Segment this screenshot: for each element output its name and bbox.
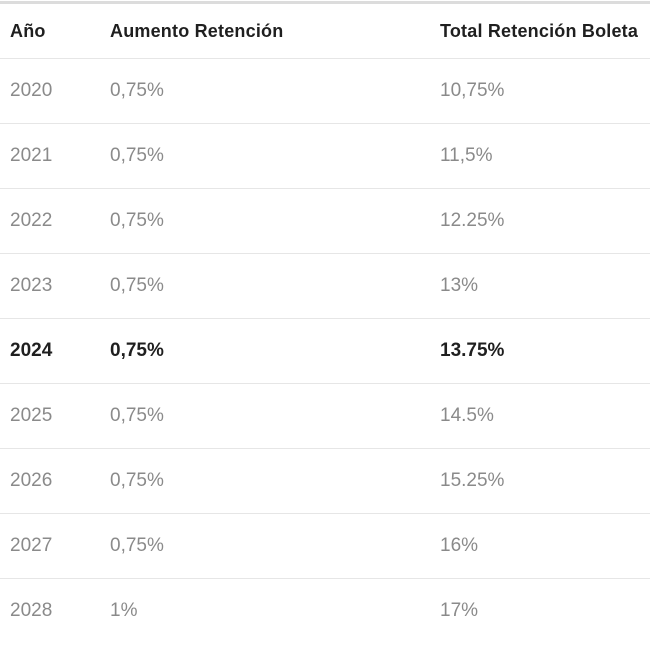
cell-year: 2027 (10, 535, 53, 556)
table-top-border (0, 1, 650, 4)
cell-total: 10,75% (440, 80, 505, 101)
cell-aumento: 0,75% (110, 405, 164, 426)
cell-total: 17% (440, 600, 479, 621)
table-row-2027: 2027 0,75% 16% (0, 513, 650, 578)
cell-aumento: 1% (110, 600, 138, 621)
column-header-total-retencion-boleta: Total Retención Boleta (440, 20, 639, 41)
table-row-2020: 2020 0,75% 10,75% (0, 58, 650, 123)
cell-year: 2026 (10, 470, 53, 491)
column-header-ano: Año (10, 20, 46, 41)
cell-aumento: 0,75% (110, 210, 164, 231)
cell-aumento: 0,75% (110, 535, 164, 556)
table-row-2024-highlighted: 2024 0,75% 13.75% (0, 318, 650, 383)
table-row-2021: 2021 0,75% 11,5% (0, 123, 650, 188)
table-row-2023: 2023 0,75% 13% (0, 253, 650, 318)
cell-total: 13.75% (440, 340, 505, 361)
column-header-aumento-retencion: Aumento Retención (110, 20, 284, 41)
cell-year: 2021 (10, 145, 53, 166)
table-row-2026: 2026 0,75% 15.25% (0, 448, 650, 513)
cell-aumento: 0,75% (110, 340, 164, 361)
cell-total: 12.25% (440, 210, 505, 231)
table-header-row: Año Aumento Retención Total Retención Bo… (0, 4, 650, 58)
cell-year: 2020 (10, 80, 53, 101)
cell-year: 2022 (10, 210, 53, 231)
cell-total: 11,5% (440, 145, 493, 166)
cell-aumento: 0,75% (110, 275, 164, 296)
table-row-2022: 2022 0,75% 12.25% (0, 188, 650, 253)
table-row-2025: 2025 0,75% 14.5% (0, 383, 650, 448)
cell-year: 2025 (10, 405, 53, 426)
table-row-2028: 2028 1% 17% (0, 578, 650, 643)
cell-total: 15.25% (440, 470, 505, 491)
cell-year: 2028 (10, 600, 53, 621)
cell-year: 2024 (10, 340, 53, 361)
cell-aumento: 0,75% (110, 145, 164, 166)
cell-aumento: 0,75% (110, 80, 164, 101)
cell-aumento: 0,75% (110, 470, 164, 491)
cell-total: 13% (440, 275, 479, 296)
cell-total: 16% (440, 535, 479, 556)
cell-year: 2023 (10, 275, 53, 296)
cell-total: 14.5% (440, 405, 494, 426)
